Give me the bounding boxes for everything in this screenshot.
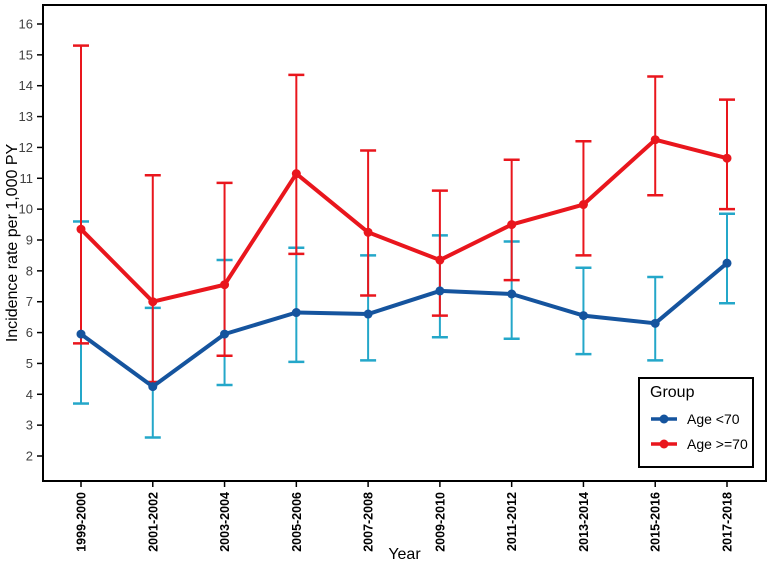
- data-point: [722, 258, 732, 268]
- legend-label: Age >=70: [687, 436, 748, 452]
- data-point: [435, 286, 445, 296]
- panel-border: [42, 4, 767, 482]
- y-tick-label: 8: [26, 263, 33, 278]
- legend-label: Age <70: [687, 411, 740, 427]
- y-tick-label: 13: [19, 109, 33, 124]
- x-tick-label: 2013-2014: [577, 492, 591, 552]
- y-tick-label: 16: [19, 17, 33, 32]
- data-point: [76, 329, 86, 339]
- series-line: [79, 261, 730, 389]
- legend-title: Group: [650, 384, 695, 401]
- x-tick-label: 2005-2006: [290, 492, 304, 552]
- y-tick-label: 5: [26, 356, 33, 371]
- legend-entry-age-lt70: Age <70: [650, 411, 752, 427]
- y-tick-label: 2: [26, 448, 33, 463]
- legend: Group Age <70 Age >=70: [638, 377, 754, 468]
- data-point: [722, 153, 732, 163]
- data-point: [148, 382, 158, 392]
- data-point: [650, 318, 660, 328]
- data-point: [507, 220, 517, 230]
- data-point: [578, 311, 588, 321]
- y-tick-label: 10: [19, 202, 33, 217]
- series-line: [79, 137, 730, 304]
- data-point: [220, 329, 230, 339]
- y-tick-label: 14: [19, 78, 33, 93]
- legend-entry-age-ge70: Age >=70: [650, 436, 752, 452]
- y-tick-label: 12: [19, 140, 33, 155]
- x-tick-label: 2017-2018: [721, 492, 735, 552]
- y-tick-label: 9: [26, 232, 33, 247]
- y-tick-label: 7: [26, 294, 33, 309]
- x-tick-label: 2009-2010: [433, 492, 447, 552]
- data-point: [220, 280, 230, 290]
- x-axis-title: Year: [388, 546, 421, 563]
- y-axis-title: Incidence rate per 1,000 PY: [4, 143, 21, 343]
- data-point: [363, 227, 373, 237]
- legend-key-icon: [651, 439, 677, 449]
- data-point: [291, 169, 301, 179]
- y-tick-label: 3: [26, 418, 33, 433]
- x-tick-label: 2003-2004: [218, 492, 232, 552]
- x-tick-label: 2007-2008: [362, 492, 376, 552]
- y-tick-label: 4: [26, 387, 33, 402]
- y-tick-label: 6: [26, 325, 33, 340]
- y-tick-label: 15: [19, 47, 33, 62]
- data-point: [148, 297, 158, 307]
- data-point: [435, 255, 445, 265]
- data-point: [507, 289, 517, 299]
- x-tick-label: 2011-2012: [505, 492, 519, 551]
- x-tick-label: 1999-2000: [75, 492, 89, 552]
- data-point: [76, 224, 86, 234]
- data-point: [363, 309, 373, 319]
- legend-key-icon: [651, 414, 677, 424]
- data-point: [291, 308, 301, 318]
- x-tick-label: 2015-2016: [649, 492, 663, 552]
- y-tick-label: 11: [20, 171, 34, 186]
- data-point: [578, 200, 588, 210]
- data-point: [650, 135, 660, 145]
- x-tick-label: 2001-2002: [146, 492, 160, 552]
